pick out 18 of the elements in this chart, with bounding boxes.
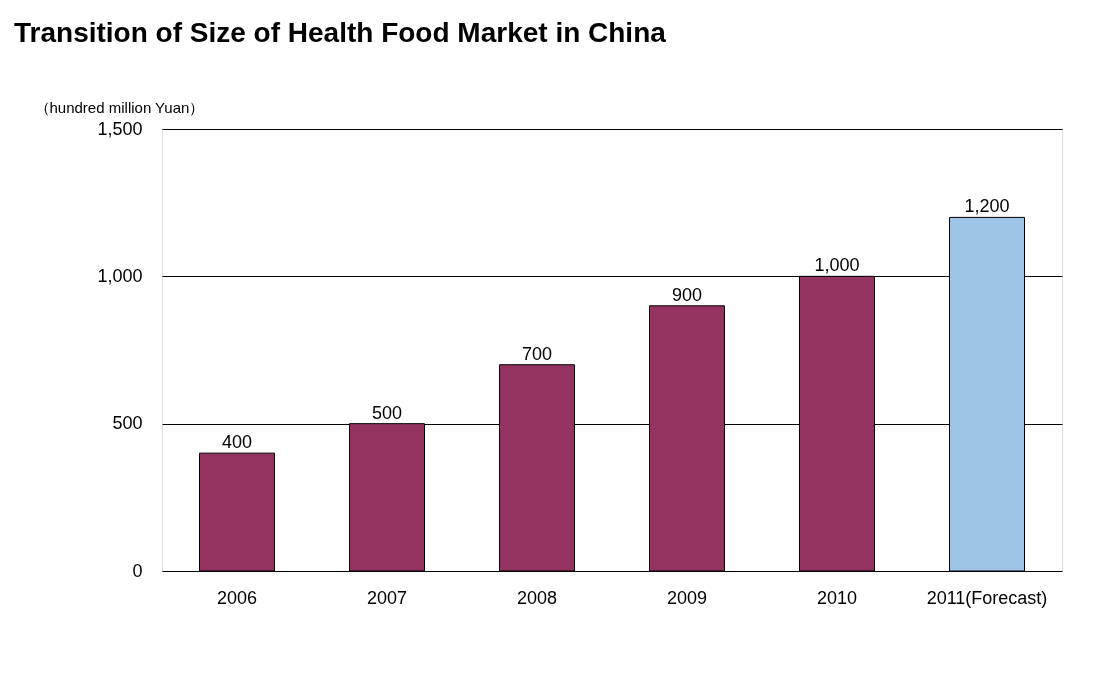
x-tick-label: 2008 [516,587,558,608]
x-tick-label: 2009 [666,587,708,608]
x-tick-label: 2010 [816,587,858,608]
data-label: 400 [221,432,253,453]
chart-title: Transition of Size of Health Food Market in China [14,17,667,48]
x-tick-label: 2011(Forecast) [926,587,1048,608]
data-label: 900 [671,284,703,305]
y-tick-label: 500 [112,413,143,434]
y-tick-label: 1,500 [97,118,143,139]
y-axis-title: （hundred million Yuan） [34,98,205,116]
data-label: 500 [371,402,403,423]
data-label: 700 [521,343,553,364]
data-label: 1,200 [964,196,1010,217]
data-label: 1,000 [814,255,860,276]
x-tick-label: 2007 [366,587,408,608]
x-tick-label: 2006 [216,587,258,608]
y-tick-label: 0 [132,560,143,581]
y-tick-label: 1,000 [97,265,143,286]
